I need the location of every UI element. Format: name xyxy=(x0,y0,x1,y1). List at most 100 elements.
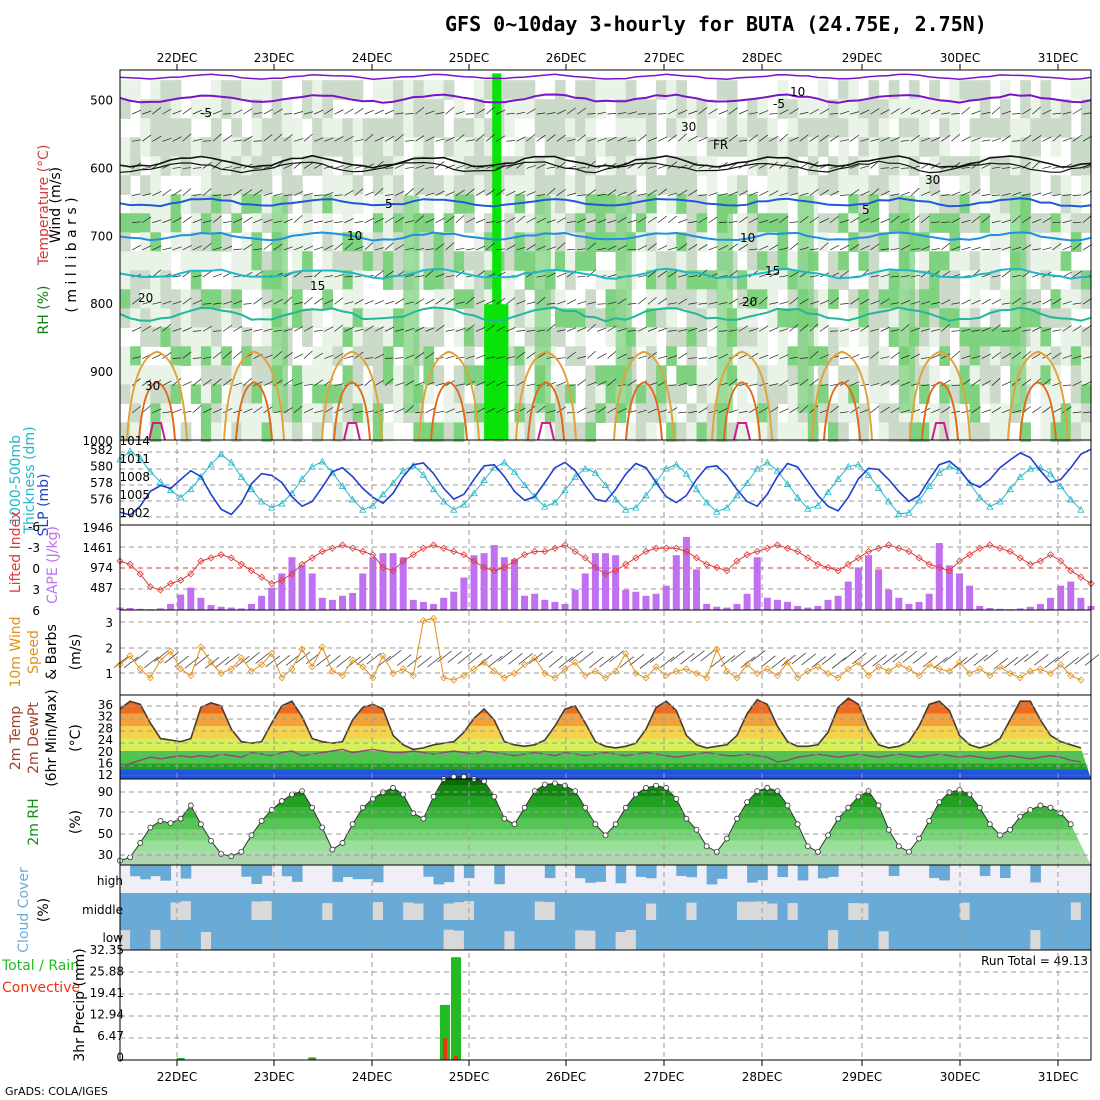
lifted-index-line-point xyxy=(854,554,862,562)
rh-shade-cell xyxy=(524,422,536,442)
rh-shade-cell xyxy=(868,194,880,214)
warm-contour-orange xyxy=(321,350,383,441)
lifted-index-line-point xyxy=(217,551,225,559)
contour-label: 20 xyxy=(138,291,153,305)
wind10-speed-line-point xyxy=(692,669,701,677)
cloud-cover-bar xyxy=(200,893,212,920)
wind-barb xyxy=(152,354,162,359)
cloud-cover-bar xyxy=(1020,920,1031,950)
wind-barb xyxy=(354,139,364,142)
rh-shade-cell xyxy=(120,175,131,195)
rh-shade-cell xyxy=(251,365,263,385)
cloud-cover-bar xyxy=(625,893,637,920)
rh-shade-cell xyxy=(150,365,162,385)
rh-shade-cell xyxy=(949,384,961,404)
wind-barb xyxy=(910,134,920,142)
rh-shade-cell xyxy=(352,403,364,423)
wind-barb xyxy=(405,354,415,359)
rh-shade-cell xyxy=(605,308,617,328)
thickness-line-point xyxy=(419,470,428,478)
cape-bar xyxy=(247,603,255,610)
lifted-index-line-point xyxy=(986,541,994,549)
cloud-cover-bar xyxy=(605,920,617,950)
wind-barb xyxy=(819,384,829,387)
wind-barb xyxy=(880,167,889,169)
wind10-barb xyxy=(730,650,746,662)
rh-shade-cell xyxy=(130,365,141,385)
rh-shade-cell xyxy=(423,384,435,404)
wind-barb xyxy=(566,299,577,305)
rh-shade-cell xyxy=(332,308,344,328)
rh-shade-cell xyxy=(261,194,273,214)
wind-barb xyxy=(354,328,364,332)
wind-barb xyxy=(425,218,435,224)
rh-shade-cell xyxy=(696,270,708,290)
wind-barb xyxy=(1001,135,1011,142)
wind10-speed-line-point xyxy=(945,667,953,675)
wind-barb xyxy=(576,107,587,115)
cloud-cover-bar xyxy=(605,893,617,920)
wind-barb xyxy=(283,218,293,224)
rh-shade-cell xyxy=(382,346,394,366)
cloud-cover-bar xyxy=(312,920,323,950)
cloud-cover-bar xyxy=(251,893,263,902)
wind10-speed-line-point xyxy=(986,672,994,680)
rh-shade-cell xyxy=(989,175,1001,195)
wind-barb xyxy=(263,134,273,142)
cloud-gap xyxy=(544,902,556,920)
lifted-index-line-point xyxy=(328,544,336,552)
rh2m-line-point xyxy=(289,791,295,798)
rh-shade-cell xyxy=(423,270,435,290)
cloud-gap xyxy=(575,930,586,950)
cloud-cover-bar xyxy=(211,920,222,950)
wind10-barb xyxy=(326,655,341,667)
cloud-cover-bar xyxy=(595,920,606,950)
wind-barb xyxy=(829,330,839,332)
wind-barb xyxy=(668,384,677,387)
wind-barb xyxy=(314,194,323,196)
wind10-barb xyxy=(538,650,554,663)
cloud-cover-bar xyxy=(929,865,940,879)
freezing-level-contour xyxy=(119,160,1092,174)
cloud-cover-bar xyxy=(686,893,698,903)
rh-shade-cell xyxy=(969,175,981,195)
wind-barb xyxy=(526,108,536,115)
wind-barb xyxy=(374,136,385,142)
rh-shade-cell xyxy=(817,118,829,138)
rh-shade-cell xyxy=(686,289,698,309)
thickness-line-point xyxy=(187,485,195,493)
wind-barb xyxy=(253,218,263,224)
wind-barb xyxy=(293,191,304,196)
wind-barb xyxy=(678,352,688,359)
wind-barb xyxy=(142,167,151,169)
rh-shade-cell xyxy=(645,289,657,309)
wind-barb xyxy=(829,190,840,196)
thickness-line-point xyxy=(642,491,650,499)
thickness-line-point xyxy=(1016,473,1024,480)
rh-shade-cell xyxy=(524,270,536,290)
wind-barb xyxy=(1082,411,1092,414)
wind-barb xyxy=(718,330,728,332)
wind-barb xyxy=(688,135,698,142)
thickness-line-point xyxy=(1056,482,1065,489)
cape-bar xyxy=(561,603,569,610)
rh-shade-cell xyxy=(211,99,222,119)
cloud-cover-bar xyxy=(534,893,546,902)
rh-shade-cell xyxy=(787,346,799,366)
cape-bar xyxy=(490,545,498,610)
wind-barb xyxy=(212,133,222,142)
rh-shade-cell xyxy=(261,118,273,138)
wind-barb xyxy=(253,248,263,251)
rh-shade-cell xyxy=(575,422,586,442)
wind-barb xyxy=(799,134,809,142)
rh-shade-cell xyxy=(241,327,253,347)
rh-shade-cell xyxy=(817,346,829,366)
wind-barb xyxy=(485,407,496,414)
thickness-tick-label: 578 xyxy=(90,476,113,490)
rh-shade-cell xyxy=(595,175,607,195)
rh-shade-cell xyxy=(241,384,253,404)
rh-shade-cell xyxy=(433,80,445,100)
wind10-barb xyxy=(852,652,867,665)
rh-shade-cell xyxy=(393,99,404,119)
wind-barb xyxy=(405,380,415,386)
